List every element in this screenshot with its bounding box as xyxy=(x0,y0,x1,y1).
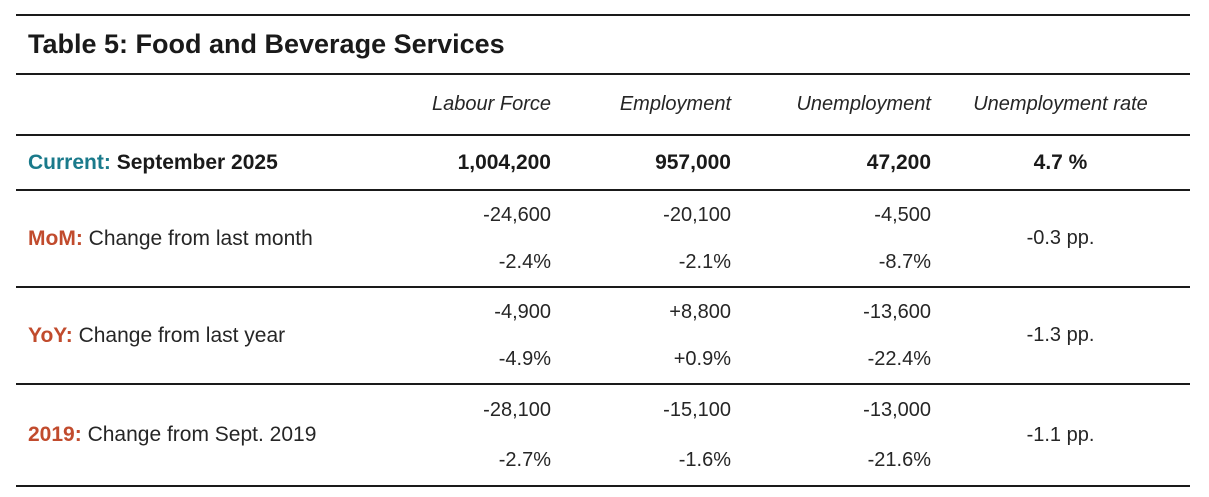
table-title-text: Table 5: Food and Beverage Services xyxy=(28,29,505,59)
change-2019-employment-cell: -15,100 -1.6% xyxy=(551,384,731,486)
change-2019-rate-change: -1.1 pp. xyxy=(1026,423,1095,446)
yoy-labour-force-pct: -4.9% xyxy=(498,348,551,371)
current-unemployment: 47,200 xyxy=(866,150,931,174)
col-header-employment: Employment xyxy=(619,93,731,115)
table-title: Table 5: Food and Beverage Services xyxy=(16,14,1190,75)
change-2019-row: 2019: Change from Sept. 2019 -28,100 -2.… xyxy=(16,384,1190,486)
col-header-unemployment: Unemployment xyxy=(796,93,931,115)
table5-card: Table 5: Food and Beverage Services Labo… xyxy=(16,14,1190,487)
mom-unemployment-abs: -4,500 xyxy=(874,203,931,226)
change-2019-unemployment-cell: -13,000 -21.6% xyxy=(731,384,931,486)
current-labour-force: 1,004,200 xyxy=(457,150,551,174)
change-2019-labour-force-abs: -28,100 xyxy=(483,399,551,421)
mom-label-text: Change from last month xyxy=(88,226,313,250)
current-period: September 2025 xyxy=(116,150,278,174)
change-2019-employment-abs: -15,100 xyxy=(663,399,731,421)
change-2019-unemployment-pct: -21.6% xyxy=(867,449,931,471)
food-beverage-table: Labour Force Employment Unemployment Une… xyxy=(16,75,1190,487)
col-header-empty xyxy=(16,75,366,135)
yoy-labour-force-cell: -4,900 -4.9% xyxy=(366,287,551,384)
yoy-row: YoY: Change from last year -4,900 -4.9% … xyxy=(16,287,1190,384)
yoy-unemployment-pct: -22.4% xyxy=(867,348,931,371)
yoy-row-label: YoY: Change from last year xyxy=(16,287,366,384)
col-header-labour-force: Labour Force xyxy=(432,93,551,115)
change-2019-unemployment-abs: -13,000 xyxy=(863,399,931,421)
yoy-rate-change: -1.3 pp. xyxy=(1026,324,1095,346)
mom-labour-force-pct: -2.4% xyxy=(498,251,551,274)
mom-unemployment-pct: -8.7% xyxy=(878,251,931,274)
change-2019-labour-force-cell: -28,100 -2.7% xyxy=(366,384,551,486)
current-employment: 957,000 xyxy=(655,150,731,174)
mom-prefix: MoM: xyxy=(28,226,83,250)
yoy-employment-cell: +8,800 +0.9% xyxy=(551,287,731,384)
yoy-unemployment-cell: -13,600 -22.4% xyxy=(731,287,931,384)
mom-row-label: MoM: Change from last month xyxy=(16,190,366,287)
mom-employment-cell: -20,100 -2.1% xyxy=(551,190,731,287)
current-row: Current: September 2025 1,004,200 957,00… xyxy=(16,135,1190,190)
change-2019-label-text: Change from Sept. 2019 xyxy=(87,423,317,446)
col-header-unemployment-rate: Unemployment rate xyxy=(973,93,1148,115)
change-2019-prefix: 2019: xyxy=(28,423,82,446)
current-unemployment-rate: 4.7 % xyxy=(1033,150,1088,174)
yoy-employment-pct: +0.9% xyxy=(673,348,731,371)
mom-labour-force-cell: -24,600 -2.4% xyxy=(366,190,551,287)
yoy-unemployment-abs: -13,600 xyxy=(863,300,931,323)
mom-employment-abs: -20,100 xyxy=(663,203,731,226)
mom-unemployment-cell: -4,500 -8.7% xyxy=(731,190,931,287)
change-2019-employment-pct: -1.6% xyxy=(678,449,731,471)
yoy-label-text: Change from last year xyxy=(78,323,286,347)
current-row-label: Current: September 2025 xyxy=(16,135,366,190)
yoy-labour-force-abs: -4,900 xyxy=(494,300,551,323)
change-2019-labour-force-pct: -2.7% xyxy=(498,449,551,471)
mom-labour-force-abs: -24,600 xyxy=(483,203,551,226)
mom-rate-change: -0.3 pp. xyxy=(1026,227,1095,249)
current-prefix: Current: xyxy=(28,150,111,174)
mom-employment-pct: -2.1% xyxy=(678,251,731,274)
header-row: Labour Force Employment Unemployment Une… xyxy=(16,75,1190,135)
yoy-prefix: YoY: xyxy=(28,323,73,347)
change-2019-row-label: 2019: Change from Sept. 2019 xyxy=(16,384,366,486)
yoy-employment-abs: +8,800 xyxy=(669,300,731,323)
mom-row: MoM: Change from last month -24,600 -2.4… xyxy=(16,190,1190,287)
